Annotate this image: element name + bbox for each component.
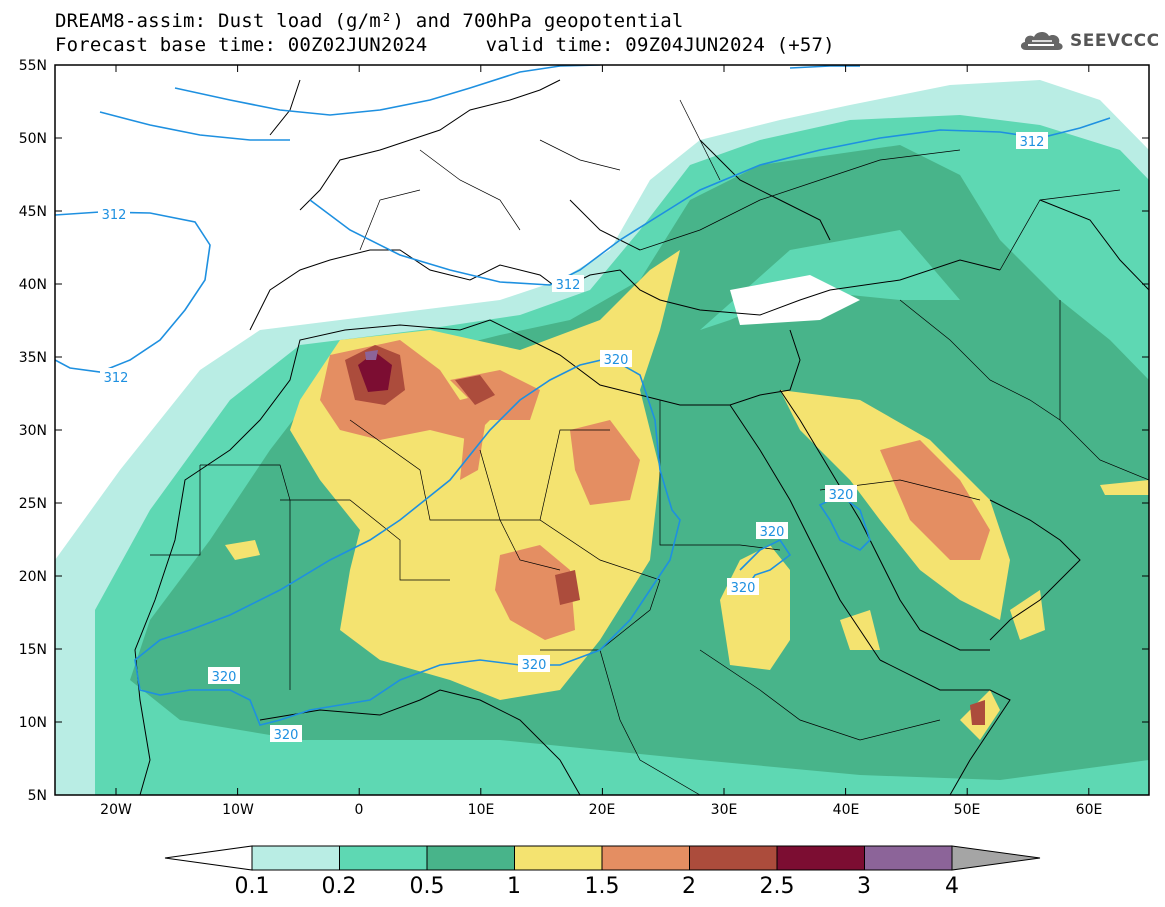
svg-text:312: 312 <box>104 371 129 386</box>
colorbar-swatch <box>601 845 690 871</box>
colorbar-labels: 0.1 0.2 0.5 1 1.5 2 2.5 3 4 <box>235 874 960 899</box>
svg-text:320: 320 <box>760 525 785 540</box>
colorbar-label: 2 <box>682 874 696 899</box>
svg-text:312: 312 <box>556 278 581 293</box>
colorbar-label: 2.5 <box>760 874 795 899</box>
contour-label: 320 <box>825 485 857 503</box>
svg-text:320: 320 <box>522 658 547 673</box>
lon-labels: 20W 10W 0 10E 20E 30E 40E 50E 60E <box>100 802 1102 818</box>
contour-label: 320 <box>270 725 302 743</box>
colorbar-swatch <box>514 845 603 871</box>
svg-text:320: 320 <box>212 670 237 685</box>
axis-ticks <box>55 64 1149 796</box>
dust-field <box>55 80 1149 795</box>
lat-label: 50N <box>19 131 47 147</box>
contour-label: 312 <box>1016 132 1048 150</box>
colorbar-swatch <box>864 845 953 871</box>
lon-label: 20W <box>100 802 132 818</box>
colorbar-label: 3 <box>857 874 871 899</box>
forecast-time-line: Forecast base time: 00Z02JUN2024 valid t… <box>55 34 835 56</box>
lat-label: 10N <box>19 715 47 731</box>
lon-label: 20E <box>589 802 616 818</box>
lat-label: 45N <box>19 204 47 220</box>
colorbar-label: 0.2 <box>322 874 357 899</box>
colorbar-swatch <box>339 845 428 871</box>
contour-label: 320 <box>208 667 240 685</box>
lat-label: 25N <box>19 496 47 512</box>
lon-label: 10E <box>468 802 495 818</box>
svg-text:320: 320 <box>731 581 756 596</box>
lat-label: 20N <box>19 569 47 585</box>
lat-label: 5N <box>28 788 47 804</box>
lat-label: 35N <box>19 350 47 366</box>
colorbar-swatches <box>251 845 953 871</box>
contour-label: 312 <box>100 368 132 386</box>
lat-label: 30N <box>19 423 47 439</box>
colorbar-swatch <box>426 845 515 871</box>
svg-text:320: 320 <box>274 728 299 743</box>
colorbar: 0.1 0.2 0.5 1 1.5 2 2.5 3 4 <box>164 845 1041 899</box>
contour-label: 312 <box>98 205 130 223</box>
colorbar-label: 0.1 <box>235 874 270 899</box>
colorbar-label: 0.5 <box>410 874 445 899</box>
colorbar-label: 1 <box>507 874 521 899</box>
lon-label: 30E <box>711 802 738 818</box>
svg-text:320: 320 <box>829 488 854 503</box>
colorbar-high-triangle <box>951 845 1041 871</box>
lat-label: 55N <box>19 58 47 74</box>
seevccc-logo: SEEVCCC <box>1018 28 1160 54</box>
colorbar-label: 1.5 <box>585 874 620 899</box>
map-title: DREAM8-assim: Dust load (g/m²) and 700hP… <box>55 10 684 32</box>
lon-label: 50E <box>954 802 981 818</box>
svg-text:312: 312 <box>102 208 127 223</box>
contour-label: 320 <box>600 350 632 368</box>
geopotential-contours <box>55 65 1111 726</box>
lon-label: 0 <box>355 802 364 818</box>
colorbar-label: 4 <box>945 874 959 899</box>
contour-labels: 312 312 312 312 320 320 320 320 320 320 … <box>98 132 1048 743</box>
colorbar-swatch <box>689 845 778 871</box>
contour-label: 320 <box>518 655 550 673</box>
lat-label: 15N <box>19 642 47 658</box>
lon-label: 60E <box>1076 802 1103 818</box>
svg-text:312: 312 <box>1020 135 1045 150</box>
svg-text:320: 320 <box>604 353 629 368</box>
colorbar-swatch <box>251 845 340 871</box>
colorbar-swatch <box>776 845 865 871</box>
lon-label: 40E <box>833 802 860 818</box>
contour-label: 312 <box>552 275 584 293</box>
contour-label: 320 <box>756 522 788 540</box>
lat-labels: 55N 50N 45N 40N 35N 30N 25N 20N 15N 10N … <box>19 58 47 804</box>
lon-label: 10W <box>222 802 254 818</box>
lat-label: 40N <box>19 277 47 293</box>
cloud-icon <box>1020 31 1063 50</box>
colorbar-low-triangle <box>164 845 253 871</box>
contour-label: 320 <box>727 578 759 596</box>
logo-text: SEEVCCC <box>1070 31 1160 51</box>
